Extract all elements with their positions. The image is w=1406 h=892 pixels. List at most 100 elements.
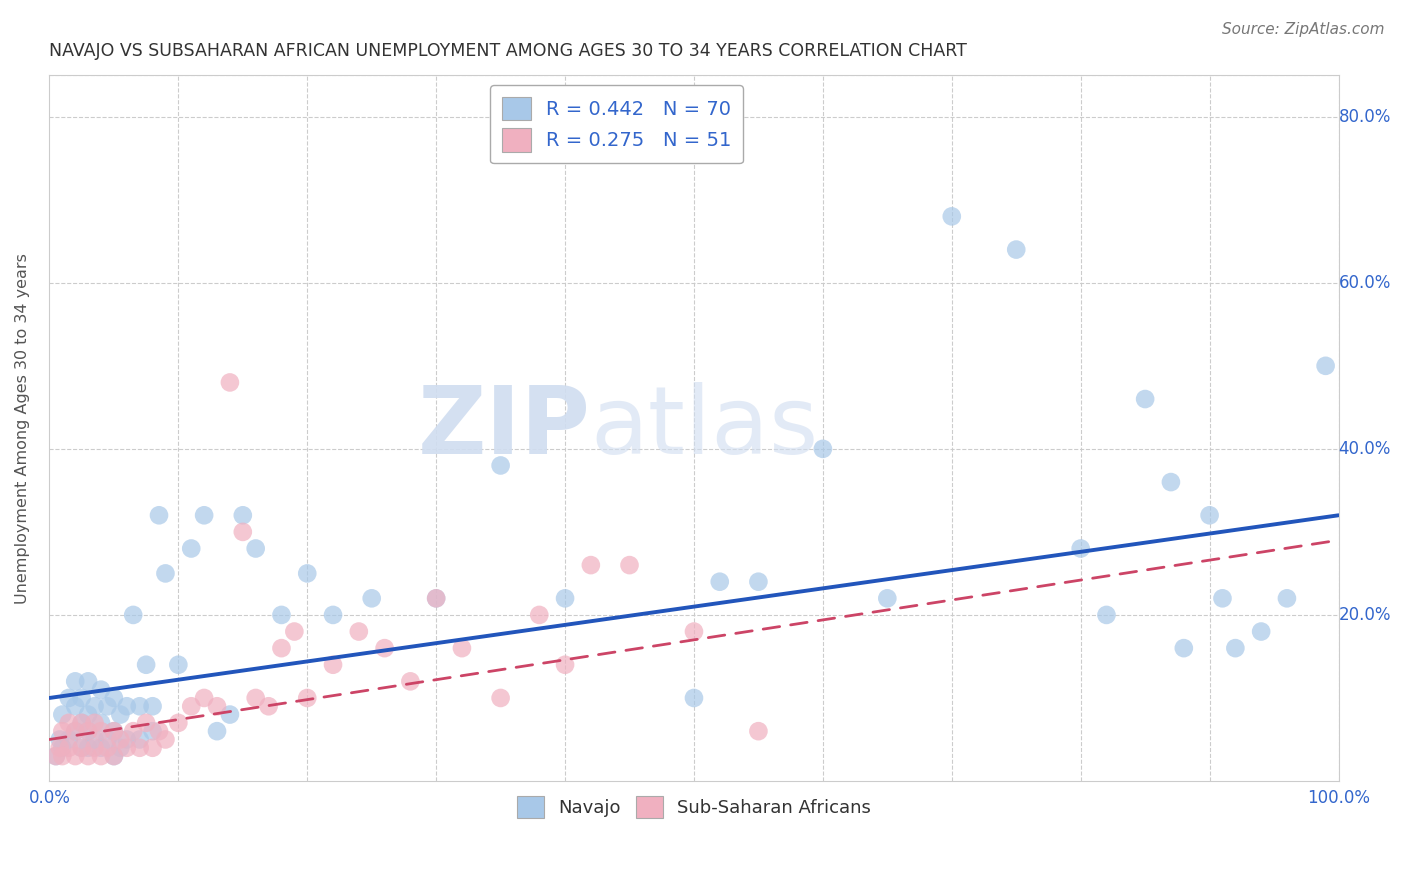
Point: [148, 724, 170, 739]
Point: [83, 715, 105, 730]
Point: [297, 690, 319, 705]
Point: [683, 690, 706, 705]
Point: [529, 607, 551, 622]
Point: [58, 740, 80, 755]
Point: [1275, 591, 1298, 606]
Point: [70, 690, 93, 705]
Point: [65, 749, 87, 764]
Point: [360, 591, 382, 606]
Point: [399, 674, 422, 689]
Point: [110, 707, 132, 722]
Point: [1095, 607, 1118, 622]
Point: [51, 707, 73, 722]
Point: [58, 732, 80, 747]
Legend: Navajo, Sub-Saharan Africans: Navajo, Sub-Saharan Africans: [510, 789, 879, 825]
Point: [115, 699, 138, 714]
Point: [115, 740, 138, 755]
Point: [90, 724, 112, 739]
Point: [51, 740, 73, 755]
Point: [1250, 624, 1272, 639]
Point: [1070, 541, 1092, 556]
Point: [77, 724, 100, 739]
Point: [115, 732, 138, 747]
Point: [90, 715, 112, 730]
Point: [451, 641, 474, 656]
Point: [142, 699, 165, 714]
Point: [103, 749, 125, 764]
Point: [96, 740, 118, 755]
Point: [811, 442, 834, 456]
Point: [90, 682, 112, 697]
Point: [554, 591, 576, 606]
Point: [96, 699, 118, 714]
Point: [297, 566, 319, 581]
Point: [425, 591, 447, 606]
Point: [90, 749, 112, 764]
Point: [83, 699, 105, 714]
Point: [155, 566, 177, 581]
Point: [1225, 641, 1247, 656]
Text: ZIP: ZIP: [418, 382, 591, 475]
Text: NAVAJO VS SUBSAHARAN AFRICAN UNEMPLOYMENT AMONG AGES 30 TO 34 YEARS CORRELATION : NAVAJO VS SUBSAHARAN AFRICAN UNEMPLOYMEN…: [49, 42, 967, 60]
Point: [1133, 392, 1156, 406]
Point: [49, 740, 72, 755]
Point: [219, 376, 242, 390]
Point: [45, 749, 67, 764]
Point: [103, 690, 125, 705]
Text: 40.0%: 40.0%: [1339, 440, 1391, 458]
Point: [103, 724, 125, 739]
Point: [193, 690, 215, 705]
Point: [142, 740, 165, 755]
Point: [747, 574, 769, 589]
Point: [322, 657, 344, 672]
Point: [425, 591, 447, 606]
Point: [77, 674, 100, 689]
Text: atlas: atlas: [591, 382, 820, 475]
Point: [65, 674, 87, 689]
Point: [489, 690, 512, 705]
Point: [270, 607, 292, 622]
Point: [90, 740, 112, 755]
Point: [1211, 591, 1233, 606]
Point: [374, 641, 396, 656]
Point: [51, 749, 73, 764]
Point: [232, 524, 254, 539]
Point: [1315, 359, 1337, 373]
Point: [135, 715, 157, 730]
Point: [122, 724, 145, 739]
Point: [1173, 641, 1195, 656]
Point: [245, 690, 267, 705]
Point: [683, 624, 706, 639]
Point: [180, 699, 202, 714]
Point: [135, 657, 157, 672]
Point: [45, 749, 67, 764]
Point: [77, 707, 100, 722]
Point: [51, 724, 73, 739]
Point: [83, 740, 105, 755]
Point: [70, 740, 93, 755]
Point: [103, 749, 125, 764]
Point: [65, 724, 87, 739]
Point: [489, 458, 512, 473]
Point: [193, 508, 215, 523]
Point: [77, 740, 100, 755]
Point: [49, 732, 72, 747]
Point: [322, 607, 344, 622]
Point: [747, 724, 769, 739]
Point: [270, 641, 292, 656]
Point: [1005, 243, 1028, 257]
Point: [180, 541, 202, 556]
Point: [110, 740, 132, 755]
Point: [941, 210, 963, 224]
Point: [155, 732, 177, 747]
Point: [205, 724, 228, 739]
Point: [167, 657, 190, 672]
Point: [77, 724, 100, 739]
Point: [83, 732, 105, 747]
Text: Source: ZipAtlas.com: Source: ZipAtlas.com: [1222, 22, 1385, 37]
Point: [876, 591, 898, 606]
Point: [70, 715, 93, 730]
Point: [122, 607, 145, 622]
Point: [347, 624, 370, 639]
Point: [70, 715, 93, 730]
